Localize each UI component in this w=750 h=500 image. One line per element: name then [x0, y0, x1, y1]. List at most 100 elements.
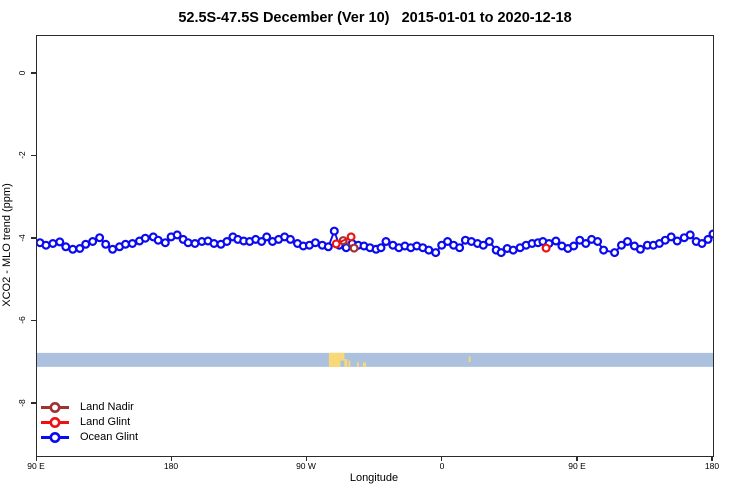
- legend: Land Nadir Land Glint Ocean Glint: [39, 400, 138, 445]
- ocean-glint-point: [172, 230, 182, 240]
- land-mark: [468, 356, 471, 362]
- land-mark: [328, 352, 341, 367]
- ocean-glint-point: [222, 237, 232, 247]
- ocean-glint-point: [120, 239, 130, 249]
- ocean-glint-point: [101, 239, 111, 249]
- x-tick-label: 90 E: [568, 461, 586, 471]
- ocean-glint-point: [376, 243, 386, 253]
- legend-label: Land Nadir: [80, 401, 134, 413]
- x-tick-mark: [35, 456, 37, 461]
- ocean-glint-marker-icon: [41, 432, 69, 443]
- ocean-glint-point: [697, 239, 707, 249]
- ocean-glint-point: [81, 239, 91, 249]
- ocean-glint-point: [616, 240, 626, 250]
- x-tick-label: 180: [163, 461, 179, 471]
- ocean-glint-point: [153, 235, 163, 245]
- x-tick-label: 90 E: [27, 461, 45, 471]
- ocean-glint-point: [41, 240, 51, 250]
- legend-label: Land Glint: [80, 416, 131, 428]
- legend-item-ocean-glint: Ocean Glint: [39, 430, 138, 445]
- x-tick-mark: [576, 456, 578, 461]
- ocean-glint-point: [183, 238, 193, 248]
- ocean-glint-point: [160, 238, 170, 248]
- y-tick-label: 0: [17, 70, 27, 76]
- x-tick-label: 180: [704, 461, 720, 471]
- ocean-glint-point: [496, 248, 506, 258]
- land-mark: [362, 362, 366, 367]
- ocean-glint-point: [190, 239, 200, 249]
- land-glint-point: [346, 232, 356, 242]
- ocean-glint-point: [443, 237, 453, 247]
- ocean-glint-point: [685, 230, 695, 240]
- ocean-glint-point: [610, 248, 620, 258]
- ocean-glint-point: [431, 248, 441, 258]
- land-mark: [340, 352, 345, 361]
- ocean-glint-point: [381, 237, 391, 247]
- ocean-glint-point: [285, 234, 295, 244]
- y-tick-mark: [31, 237, 36, 239]
- land-glint-marker-icon: [41, 417, 69, 428]
- ocean-glint-point: [140, 233, 150, 243]
- ocean-glint-point: [341, 243, 351, 253]
- ocean-glint-point: [108, 244, 118, 254]
- legend-label: Ocean Glint: [80, 431, 139, 443]
- x-axis-label: Longitude: [349, 472, 399, 484]
- plot-area: [36, 35, 714, 457]
- y-tick-mark: [31, 402, 36, 404]
- ocean-glint-point: [75, 244, 85, 254]
- ocean-glint-point: [622, 237, 632, 247]
- y-tick-label: -6: [17, 316, 27, 324]
- chart-canvas: [37, 226, 713, 367]
- ocean-glint-point: [508, 245, 518, 255]
- ocean-glint-point: [593, 237, 603, 247]
- ocean-glint-point: [323, 242, 333, 252]
- land-mark: [356, 362, 359, 367]
- ocean-glint-point: [455, 243, 465, 253]
- ocean-glint-point: [68, 244, 78, 254]
- ocean-glint-point: [569, 241, 579, 251]
- ocean-glint-point: [703, 234, 713, 244]
- y-tick-label: -2: [17, 151, 27, 159]
- y-tick-label: -4: [17, 234, 27, 242]
- ocean-glint-point: [666, 232, 676, 242]
- ocean-glint-point: [310, 238, 320, 248]
- legend-item-land-nadir: Land Nadir: [39, 400, 138, 415]
- ocean-glint-point: [61, 242, 71, 252]
- land-nadir-point: [349, 243, 359, 253]
- ocean-glint-point: [48, 239, 58, 249]
- x-tick-label: 90 W: [296, 461, 316, 471]
- y-tick-mark: [31, 154, 36, 157]
- y-tick-label: -8: [17, 399, 27, 407]
- x-tick-label: 0: [439, 461, 445, 471]
- ocean-glint-point: [88, 237, 98, 247]
- y-tick-mark: [31, 319, 36, 322]
- x-tick-mark: [306, 456, 308, 461]
- land-mark: [348, 360, 351, 367]
- ocean-glint-point: [484, 237, 494, 247]
- ocean-glint-point: [478, 240, 488, 250]
- land-mark: [344, 359, 348, 367]
- land-nadir-marker-icon: [41, 402, 69, 413]
- coverage-band: [37, 352, 713, 367]
- x-tick-mark: [441, 456, 443, 461]
- ocean-glint-point: [262, 232, 272, 242]
- x-tick-mark: [711, 456, 713, 461]
- ocean-glint-point: [599, 245, 609, 255]
- legend-item-land-glint: Land Glint: [39, 415, 138, 430]
- land-glint-point: [331, 239, 341, 249]
- ocean-glint-point: [209, 239, 219, 249]
- y-tick-mark: [31, 72, 36, 74]
- ocean-glint-point: [551, 236, 561, 246]
- x-tick-mark: [170, 456, 173, 461]
- ocean-glint-point: [329, 226, 339, 236]
- land-glint-point: [541, 243, 551, 253]
- ocean-glint-point: [672, 236, 682, 246]
- ocean-glint-point: [127, 239, 137, 249]
- ocean-glint-point: [708, 229, 713, 239]
- land-nadir-point: [338, 236, 348, 246]
- chart-title: 52.5S-47.5S December (Ver 10) 2015-01-01…: [178, 10, 572, 26]
- ocean-glint-point: [635, 244, 645, 254]
- ocean-glint-point: [581, 239, 591, 249]
- ocean-glint-point: [55, 237, 65, 247]
